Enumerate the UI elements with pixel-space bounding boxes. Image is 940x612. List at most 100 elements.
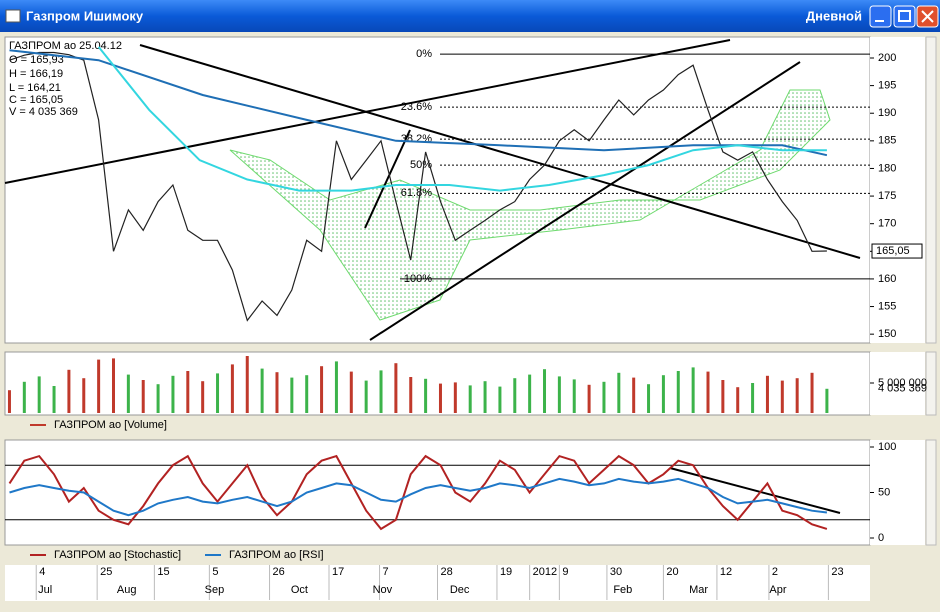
volume-bar — [334, 361, 338, 413]
minimize-button[interactable] — [869, 5, 892, 28]
trend-line — [669, 467, 841, 514]
volume-bar — [483, 381, 487, 413]
y-tick-label: 185 — [878, 135, 896, 147]
y-tick-label: 200 — [878, 52, 896, 64]
volume-bar — [394, 363, 398, 413]
legend-label: ГАЗПРОМ ао [RSI] — [229, 549, 324, 561]
fib-label: 23.6% — [401, 101, 432, 113]
volume-bar — [141, 380, 145, 413]
volume-bar — [245, 356, 249, 413]
icon — [921, 10, 934, 23]
x-tick-label: 25 — [100, 566, 112, 578]
volume-bar — [424, 378, 428, 413]
volume-bar — [22, 381, 26, 413]
y-tick-label: 155 — [878, 300, 896, 312]
value-label: 165,05 — [876, 245, 910, 257]
volume-bar — [216, 373, 220, 413]
month-label: Oct — [291, 584, 308, 596]
legend-label: ГАЗПРОМ ао [Stochastic] — [54, 549, 181, 561]
volume-bar — [126, 374, 130, 413]
fib-label: 50% — [410, 159, 432, 171]
volume-bar — [661, 375, 665, 413]
month-label: Nov — [373, 584, 393, 596]
volume-bar — [721, 380, 725, 413]
volume-bar — [156, 384, 160, 413]
x-tick-label: 2 — [772, 566, 778, 578]
y-tick-label: 100 — [878, 441, 896, 453]
volume-bar — [186, 371, 190, 413]
series-line — [9, 477, 828, 517]
trend-line — [369, 61, 801, 341]
y-tick-label: 195 — [878, 80, 896, 92]
x-tick-label: 30 — [610, 566, 622, 578]
volume-bar — [37, 376, 41, 413]
volume-bar — [468, 385, 472, 413]
month-label: Aug — [117, 584, 137, 596]
x-tick-label: 20 — [666, 566, 678, 578]
volume-bar — [111, 358, 115, 413]
info-box: ГАЗПРОМ ао 25.04.12 O = 165,93 H = 166,1… — [9, 40, 122, 118]
y-tick-label: 180 — [878, 162, 896, 174]
window-title: Газпром Ишимоку — [26, 8, 144, 23]
volume-bar — [52, 386, 56, 413]
x-tick-label: 26 — [273, 566, 285, 578]
info-line: L = 164,21 — [9, 82, 61, 94]
volume-bar — [349, 371, 353, 413]
info-line: O = 165,93 — [9, 54, 64, 66]
y-tick-label: 0 — [878, 532, 884, 544]
volume-axis — [870, 352, 925, 415]
month-label: Sep — [205, 584, 225, 596]
volume-bar — [632, 377, 636, 413]
volume-bar — [676, 371, 680, 413]
volume-bar — [275, 372, 279, 413]
value-label: 4 035 369 — [878, 383, 927, 395]
x-tick-label: 23 — [831, 566, 843, 578]
x-tick-label: 4 — [39, 566, 45, 578]
x-tick-label: 19 — [500, 566, 512, 578]
x-tick-label: 9 — [562, 566, 568, 578]
fib-label: 38.2% — [401, 133, 432, 145]
volume-bar — [171, 375, 175, 413]
info-line: V = 4 035 369 — [9, 106, 78, 118]
period-label: Дневной — [806, 8, 862, 23]
volume-bar — [543, 369, 547, 413]
x-tick-label: 28 — [441, 566, 453, 578]
volume-bar — [795, 378, 799, 413]
volume-bar — [364, 380, 368, 413]
volume-bar — [230, 364, 234, 413]
x-tick-label: 12 — [720, 566, 732, 578]
title-bar — [0, 0, 940, 32]
volume-bar — [409, 377, 413, 413]
volume-bar — [513, 378, 517, 413]
series-line — [97, 46, 827, 192]
ichimoku-cloud — [229, 89, 831, 321]
y-tick-label: 175 — [878, 190, 896, 202]
icon — [898, 10, 911, 22]
fib-label: 61.8% — [401, 187, 432, 199]
month-label: Mar — [689, 584, 708, 596]
scrollbar[interactable] — [925, 351, 937, 416]
volume-bar — [825, 388, 829, 413]
volume-bar — [67, 369, 71, 413]
price-layer — [4, 39, 861, 341]
scrollbar[interactable] — [925, 36, 937, 344]
trend-line — [139, 44, 861, 259]
volume-bar — [691, 367, 695, 413]
scrollbar[interactable] — [925, 439, 937, 546]
volume-bar — [587, 384, 591, 413]
month-label: Dec — [450, 584, 470, 596]
price-tag-box — [871, 243, 923, 259]
fib-label: 100% — [404, 273, 432, 285]
volume-bar — [498, 386, 502, 413]
volume-bar — [290, 377, 294, 413]
volume-bar — [97, 359, 101, 413]
volume-bar — [617, 372, 621, 413]
volume-bar — [438, 383, 442, 413]
volume-bar — [751, 383, 755, 413]
volume-bar — [557, 376, 561, 413]
x-tick-label: 5 — [212, 566, 218, 578]
maximize-button[interactable] — [893, 5, 916, 28]
y-tick-label: 160 — [878, 273, 896, 285]
trend-line — [364, 129, 411, 229]
